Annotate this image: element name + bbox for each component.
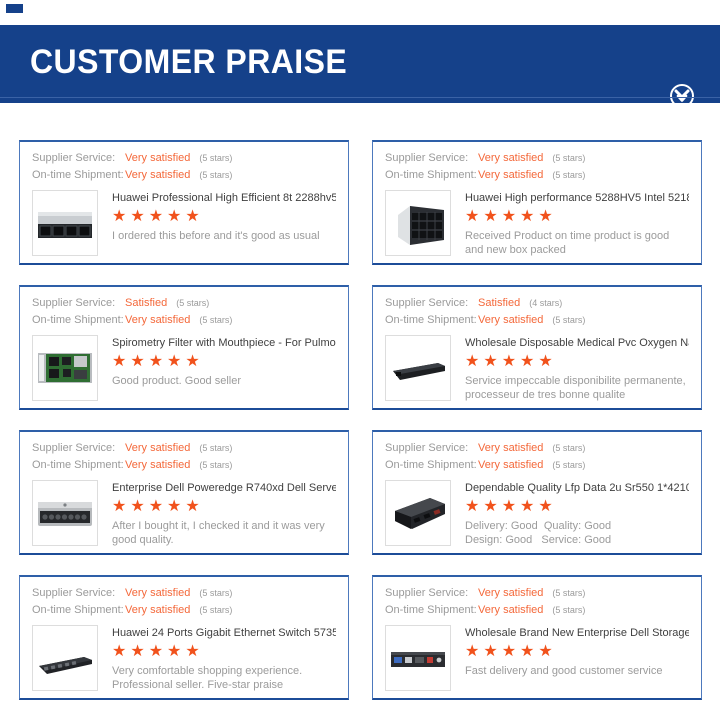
- supplier-service-stars-count: (5 stars): [199, 443, 233, 453]
- on-time-shipment-stars-count: (5 stars): [199, 315, 233, 325]
- review-text: Delivery: Good Quality: Good Design: Goo…: [465, 520, 612, 546]
- on-time-shipment-stars-count: (5 stars): [199, 460, 233, 470]
- product-title[interactable]: Huawei High performance 5288HV5 Intel 52…: [465, 192, 689, 204]
- on-time-shipment-rating: Very satisfied: [125, 169, 191, 181]
- section-header: CUSTOMER PRAISE: [0, 25, 720, 108]
- supplier-service-rating: Satisfied: [125, 297, 168, 309]
- on-time-shipment-label: On-time Shipment:: [32, 169, 124, 181]
- supplier-service-rating: Very satisfied: [478, 152, 544, 164]
- product-image-black-2u-angled-server[interactable]: [385, 480, 451, 546]
- on-time-shipment-stars-count: (5 stars): [552, 605, 586, 615]
- on-time-shipment-stars-count: (5 stars): [552, 460, 586, 470]
- supplier-service-label: Supplier Service:: [385, 297, 469, 309]
- corner-mark: [6, 4, 23, 13]
- on-time-shipment-label: On-time Shipment:: [32, 604, 124, 616]
- product-star-rating: ★★★★★: [465, 498, 557, 515]
- on-time-shipment-label: On-time Shipment:: [385, 314, 477, 326]
- review-card: Supplier Service: Very satisfied (5 star…: [19, 140, 349, 265]
- supplier-service-stars-count: (5 stars): [552, 153, 586, 163]
- page-title: CUSTOMER PRAISE: [30, 42, 348, 81]
- supplier-service-stars-count: (4 stars): [529, 298, 563, 308]
- review-text: Very comfortable shopping experience. Pr…: [112, 665, 306, 691]
- supplier-service-stars-count: (5 stars): [199, 153, 233, 163]
- review-card: Supplier Service: Very satisfied (5 star…: [372, 140, 702, 265]
- review-text: Received Product on time product is good…: [465, 230, 673, 256]
- supplier-service-label: Supplier Service:: [32, 297, 116, 309]
- supplier-service-rating: Very satisfied: [125, 587, 191, 599]
- review-text: Good product. Good seller: [112, 375, 242, 387]
- chevron-down-circle-icon[interactable]: [668, 82, 696, 110]
- supplier-service-stars-count: (5 stars): [199, 588, 233, 598]
- review-text: Service impeccable disponibilite permane…: [465, 375, 689, 401]
- supplier-service-label: Supplier Service:: [385, 152, 469, 164]
- product-image-slim-1u-black-server[interactable]: [385, 335, 451, 401]
- product-star-rating: ★★★★★: [112, 498, 204, 515]
- product-image-huawei-2u-rack-server[interactable]: [32, 190, 98, 256]
- supplier-service-label: Supplier Service:: [32, 587, 116, 599]
- on-time-shipment-label: On-time Shipment:: [385, 169, 477, 181]
- supplier-service-label: Supplier Service:: [32, 152, 116, 164]
- product-image-gigabit-ethernet-switch[interactable]: [32, 625, 98, 691]
- on-time-shipment-stars-count: (5 stars): [552, 170, 586, 180]
- supplier-service-rating: Satisfied: [478, 297, 521, 309]
- supplier-service-label: Supplier Service:: [385, 587, 469, 599]
- product-star-rating: ★★★★★: [112, 208, 204, 225]
- product-star-rating: ★★★★★: [112, 353, 204, 370]
- product-star-rating: ★★★★★: [465, 353, 557, 370]
- product-title[interactable]: Huawei Professional High Efficient 8t 22…: [112, 192, 336, 204]
- on-time-shipment-rating: Very satisfied: [478, 604, 544, 616]
- product-title[interactable]: Wholesale Brand New Enterprise Dell Stor…: [465, 627, 689, 639]
- product-title[interactable]: Spirometry Filter with Mouthpiece - For …: [112, 337, 336, 349]
- on-time-shipment-stars-count: (5 stars): [199, 605, 233, 615]
- on-time-shipment-rating: Very satisfied: [125, 314, 191, 326]
- on-time-shipment-stars-count: (5 stars): [552, 315, 586, 325]
- on-time-shipment-label: On-time Shipment:: [385, 604, 477, 616]
- supplier-service-rating: Very satisfied: [478, 587, 544, 599]
- product-image-dell-emc-1u-storage[interactable]: [385, 625, 451, 691]
- supplier-service-stars-count: (5 stars): [552, 588, 586, 598]
- on-time-shipment-label: On-time Shipment:: [32, 459, 124, 471]
- product-star-rating: ★★★★★: [112, 643, 204, 660]
- on-time-shipment-label: On-time Shipment:: [385, 459, 477, 471]
- product-star-rating: ★★★★★: [465, 643, 557, 660]
- on-time-shipment-rating: Very satisfied: [478, 169, 544, 181]
- supplier-service-rating: Very satisfied: [478, 442, 544, 454]
- product-title[interactable]: Enterprise Dell Poweredge R740xd Dell Se…: [112, 482, 336, 494]
- product-star-rating: ★★★★★: [465, 208, 557, 225]
- supplier-service-label: Supplier Service:: [385, 442, 469, 454]
- on-time-shipment-label: On-time Shipment:: [32, 314, 124, 326]
- on-time-shipment-rating: Very satisfied: [125, 604, 191, 616]
- review-card: Supplier Service: Very satisfied (5 star…: [372, 575, 702, 700]
- supplier-service-rating: Very satisfied: [125, 152, 191, 164]
- review-card: Supplier Service: Satisfied (4 stars) On…: [372, 285, 702, 410]
- on-time-shipment-rating: Very satisfied: [125, 459, 191, 471]
- on-time-shipment-rating: Very satisfied: [478, 314, 544, 326]
- review-card: Supplier Service: Very satisfied (5 star…: [19, 430, 349, 555]
- product-image-huawei-4u-storage-server[interactable]: [385, 190, 451, 256]
- product-image-open-server-motherboard[interactable]: [32, 335, 98, 401]
- product-title[interactable]: Dependable Quality Lfp Data 2u Sr550 1*4…: [465, 482, 689, 494]
- review-text: After I bought it, I checked it and it w…: [112, 520, 328, 546]
- review-card: Supplier Service: Very satisfied (5 star…: [372, 430, 702, 555]
- review-card: Supplier Service: Satisfied (5 stars) On…: [19, 285, 349, 410]
- review-card: Supplier Service: Very satisfied (5 star…: [19, 575, 349, 700]
- review-text: Fast delivery and good customer service: [465, 665, 663, 677]
- product-title[interactable]: Wholesale Disposable Medical Pvc Oxygen …: [465, 337, 689, 349]
- on-time-shipment-stars-count: (5 stars): [199, 170, 233, 180]
- supplier-service-label: Supplier Service:: [32, 442, 116, 454]
- on-time-shipment-rating: Very satisfied: [478, 459, 544, 471]
- review-card-grid: Supplier Service: Very satisfied (5 star…: [19, 140, 702, 700]
- review-text: I ordered this before and it's good as u…: [112, 230, 320, 242]
- supplier-service-rating: Very satisfied: [125, 442, 191, 454]
- supplier-service-stars-count: (5 stars): [552, 443, 586, 453]
- product-title[interactable]: Huawei 24 Ports Gigabit Ethernet Switch …: [112, 627, 336, 639]
- product-image-dell-2u-rack-server[interactable]: [32, 480, 98, 546]
- supplier-service-stars-count: (5 stars): [176, 298, 210, 308]
